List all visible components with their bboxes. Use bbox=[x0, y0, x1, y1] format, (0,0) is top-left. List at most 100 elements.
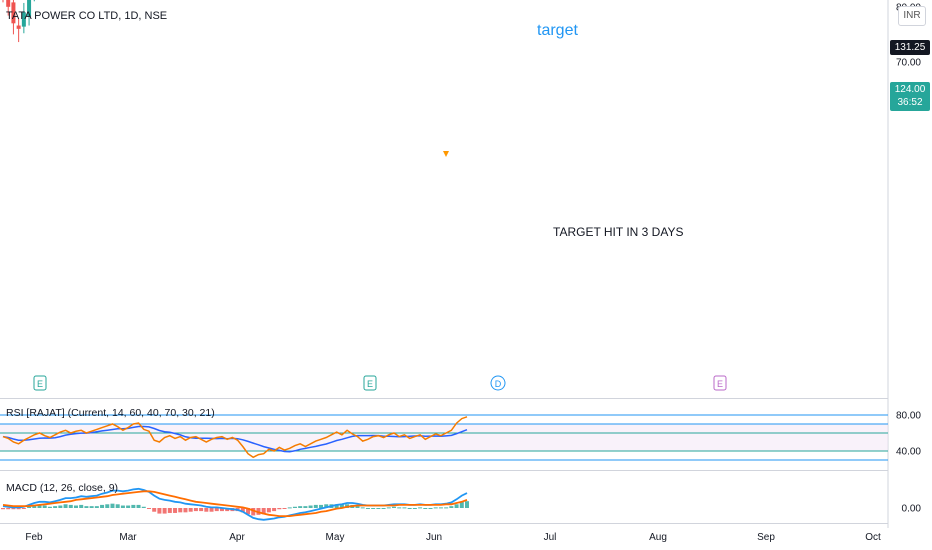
macd-histogram-bar bbox=[84, 506, 89, 508]
macd-histogram-bar bbox=[16, 508, 21, 510]
macd-histogram-bar bbox=[365, 508, 370, 509]
macd-histogram-bar bbox=[219, 508, 224, 512]
macd-histogram-bar bbox=[178, 508, 183, 513]
x-tick-label: May bbox=[326, 532, 345, 543]
macd-histogram-bar bbox=[162, 508, 167, 514]
macd-histogram-bar bbox=[146, 508, 151, 509]
macd-histogram-bar bbox=[423, 508, 428, 509]
macd-histogram-bar bbox=[428, 508, 433, 509]
macd-histogram-bar bbox=[204, 508, 209, 512]
rsi-line bbox=[2, 416, 468, 459]
x-tick-label: Feb bbox=[25, 532, 43, 543]
macd-histogram-bar bbox=[157, 508, 162, 514]
macd-histogram-bar bbox=[313, 504, 318, 508]
macd-histogram-bar bbox=[360, 507, 365, 509]
macd-histogram-bar bbox=[308, 505, 313, 508]
macd-histogram-bar bbox=[79, 504, 84, 508]
macd-histogram-bar bbox=[214, 508, 219, 512]
x-tick-label: Apr bbox=[229, 532, 245, 543]
last-price-value: 124.00 bbox=[894, 84, 926, 95]
signal-arrow bbox=[443, 151, 449, 157]
macd-histogram-bar bbox=[449, 506, 454, 508]
macd-histogram-bar bbox=[272, 508, 277, 512]
macd-histogram-bar bbox=[68, 504, 73, 508]
macd-histogram-bar bbox=[94, 506, 99, 508]
macd-histogram-bar bbox=[131, 504, 136, 508]
macd-histogram-bar bbox=[110, 503, 115, 508]
macd-histogram-bar bbox=[63, 504, 68, 508]
event-marker-label: E bbox=[37, 379, 43, 389]
target-hit-annotation: TARGET HIT IN 3 DAYS bbox=[553, 225, 684, 239]
macd-histogram-bar bbox=[454, 504, 459, 508]
macd-histogram-bar bbox=[53, 506, 58, 508]
event-marker-label: D bbox=[495, 379, 502, 389]
macd-histogram-bar bbox=[115, 504, 120, 508]
candle-body bbox=[11, 2, 16, 24]
macd-histogram-bar bbox=[381, 508, 386, 509]
candle-body bbox=[27, 0, 32, 17]
event-marker-label: E bbox=[367, 379, 373, 389]
macd-histogram-bar bbox=[298, 506, 303, 508]
target-annotation: target bbox=[537, 22, 578, 39]
macd-histogram-bar bbox=[193, 508, 198, 512]
macd-histogram-bar bbox=[21, 508, 26, 509]
candle-body bbox=[16, 25, 21, 29]
x-tick-label: Sep bbox=[757, 532, 775, 543]
macd-histogram-bar bbox=[199, 508, 204, 512]
macd-histogram-bar bbox=[324, 504, 329, 508]
macd-histogram-bar bbox=[418, 507, 423, 509]
macd-histogram-bar bbox=[240, 508, 245, 513]
rsi-tick-label: 80.00 bbox=[896, 411, 921, 422]
macd-histogram-bar bbox=[433, 507, 438, 509]
macd-histogram-bar bbox=[334, 504, 339, 508]
price-tick-label: 70.00 bbox=[896, 57, 921, 68]
x-tick-label: Jul bbox=[544, 532, 557, 543]
rsi-legend[interactable]: RSI [RAJAT] (Current, 14, 60, 40, 70, 30… bbox=[6, 407, 215, 419]
macd-histogram-bar bbox=[120, 505, 125, 508]
macd-histogram-bar bbox=[100, 504, 105, 508]
macd-tick-label: 0.00 bbox=[902, 504, 922, 515]
earnings-marker bbox=[713, 375, 727, 391]
macd-histogram-bar bbox=[42, 505, 47, 508]
macd-histogram-bar bbox=[303, 506, 308, 508]
macd-histogram-bar bbox=[266, 508, 271, 513]
macd-histogram-bar bbox=[386, 507, 391, 509]
candle-body bbox=[6, 0, 11, 7]
macd-histogram-bar bbox=[152, 508, 157, 512]
macd-histogram-bar bbox=[339, 504, 344, 508]
macd-histogram-bar bbox=[292, 506, 297, 508]
macd-histogram-bar bbox=[11, 508, 16, 510]
macd-histogram-bar bbox=[407, 508, 412, 509]
x-tick-label: Mar bbox=[119, 532, 137, 543]
macd-histogram-bar bbox=[251, 508, 256, 516]
macd-histogram-bar bbox=[89, 506, 94, 508]
rsi-band-fill bbox=[0, 424, 888, 451]
macd-histogram-bar bbox=[319, 504, 324, 508]
macd-histogram-bar bbox=[412, 508, 417, 509]
x-tick-label: Aug bbox=[649, 532, 667, 543]
last-price-tag: 124.00 36:52 bbox=[890, 82, 930, 111]
macd-histogram-bar bbox=[126, 505, 131, 508]
macd-histogram-bar bbox=[246, 508, 251, 515]
candle-body bbox=[21, 12, 26, 27]
currency-button[interactable]: INR bbox=[898, 6, 926, 26]
macd-legend[interactable]: MACD (12, 26, close, 9) bbox=[6, 482, 119, 494]
macd-histogram-bar bbox=[167, 508, 172, 513]
macd-signal-line bbox=[2, 490, 468, 517]
macd-histogram-bar bbox=[136, 504, 141, 508]
macd-histogram-bar bbox=[27, 506, 32, 508]
symbol-title: TATA POWER CO LTD, 1D, NSE bbox=[6, 10, 168, 22]
macd-histogram-bar bbox=[183, 508, 188, 513]
earnings-marker bbox=[33, 375, 47, 391]
x-tick-label: Jun bbox=[426, 532, 442, 543]
macd-histogram-bar bbox=[209, 508, 214, 512]
macd-histogram-bar bbox=[141, 506, 146, 508]
macd-histogram-bar bbox=[465, 501, 469, 508]
x-tick-label: Oct bbox=[865, 532, 881, 543]
macd-histogram-bar bbox=[277, 508, 282, 510]
macd-histogram-bar bbox=[287, 507, 292, 509]
macd-histogram-bar bbox=[173, 508, 178, 513]
macd-histogram-bar bbox=[188, 508, 193, 512]
